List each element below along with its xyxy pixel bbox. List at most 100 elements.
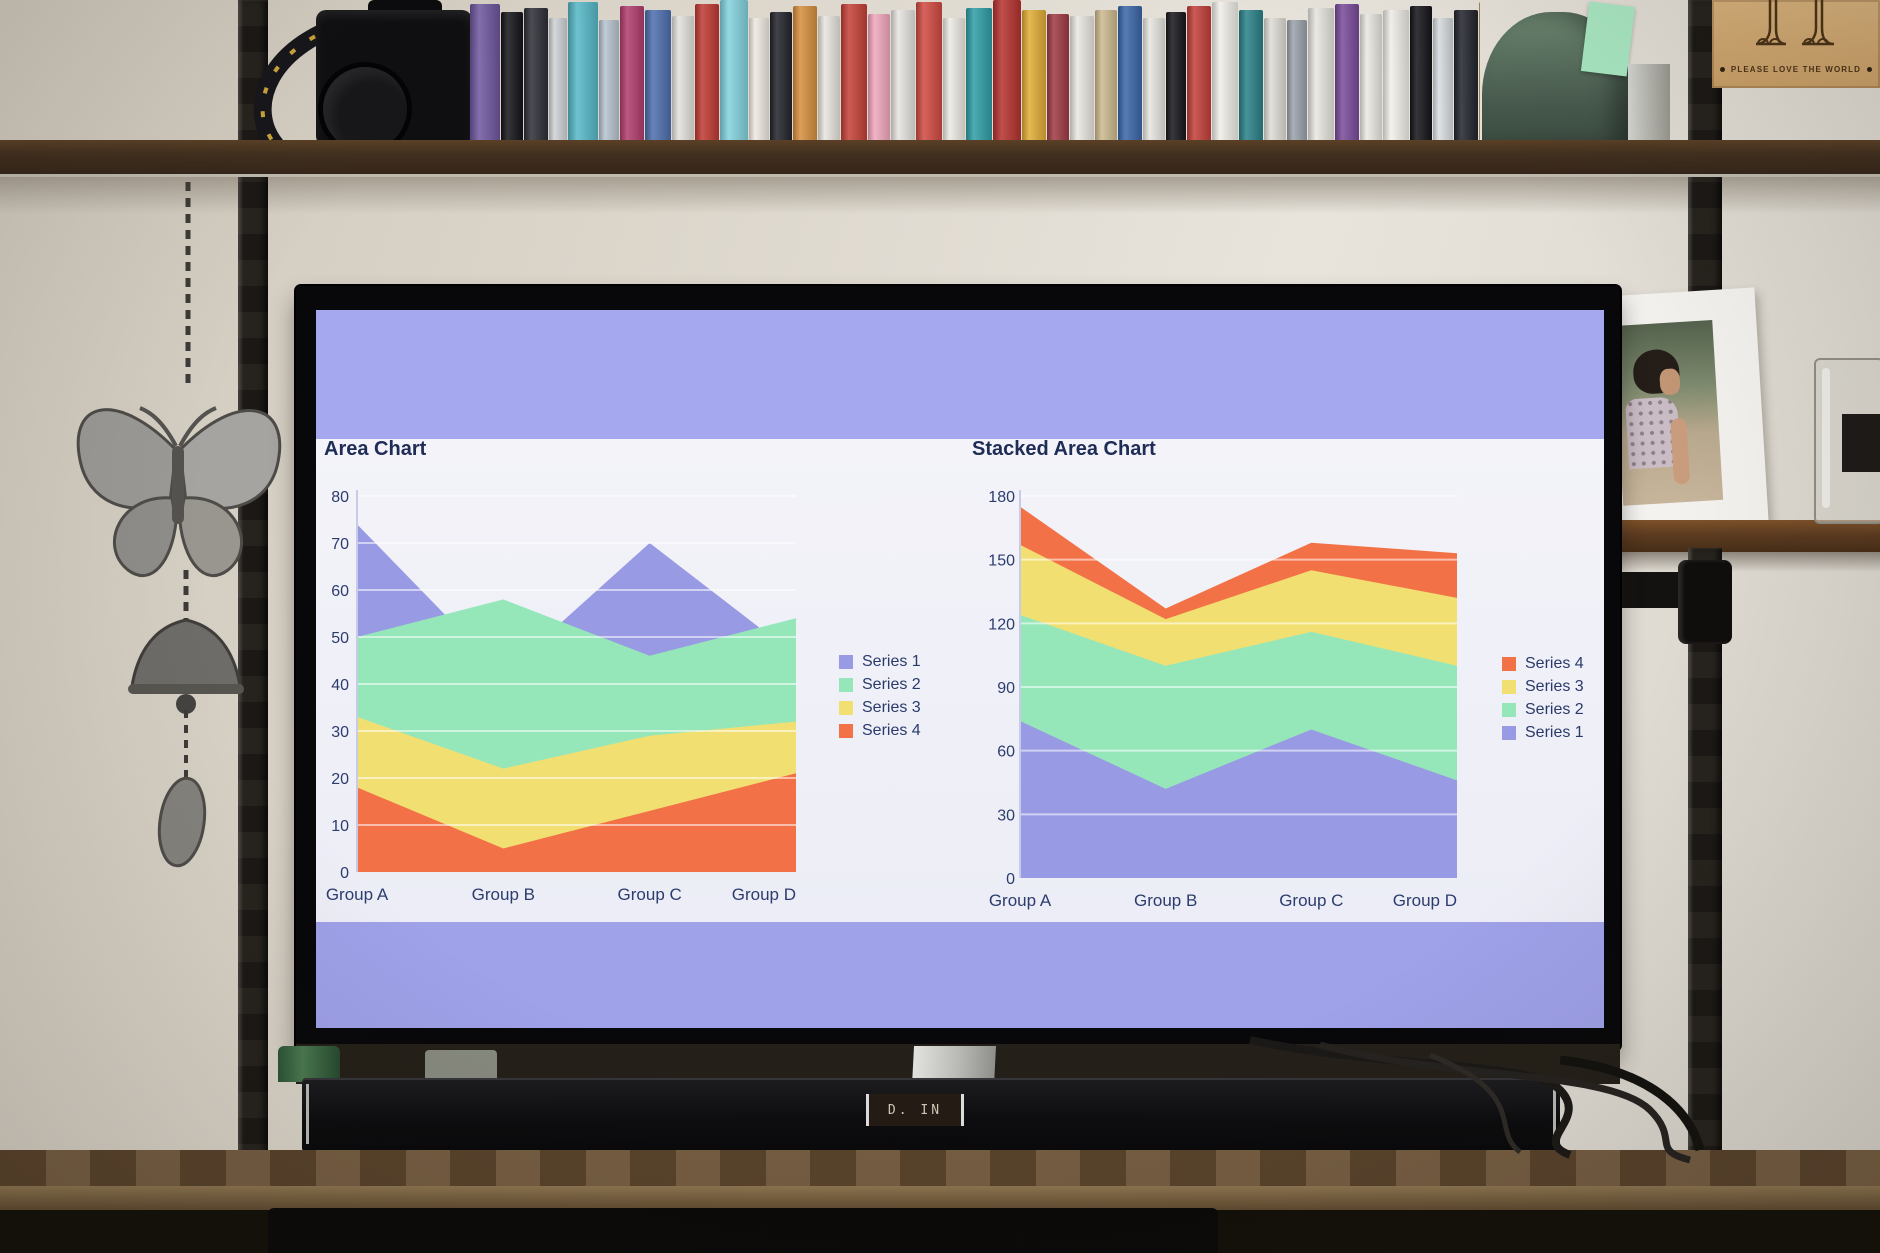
book-spine [770,12,792,150]
stacked-area-chart: 0 30 60 90 120 150 180 Group A Group B Group C Gro… [988,489,1457,910]
x-category-label: Group D [1393,891,1457,910]
legend-item-label: Series 1 [1525,723,1584,741]
book-spine [1118,6,1142,150]
leaf-pendant [157,776,207,868]
book-spine [891,10,915,150]
book-spine [1070,16,1094,150]
photo-of-child [1612,320,1724,506]
butterfly-icon [76,406,282,577]
legend-item: Series 1 [1502,721,1584,744]
charts-canvas: 0 10 20 30 40 50 60 70 80 Group A Group B Group C Gr… [326,489,1457,910]
glass-jar [1814,358,1880,524]
shelf-shadow [0,174,1880,214]
book-spine [1479,2,1480,150]
legend-item: Series 4 [1502,652,1584,675]
dvd-shelf-books [470,0,1480,150]
book-spine [1047,14,1069,150]
book-spine [695,4,719,150]
y-tick-label: 150 [988,553,1015,570]
photo-frame [1596,287,1770,545]
book-spine [672,16,694,150]
left-pipe-pole [238,0,268,1160]
tv-screen: 0 10 20 30 40 50 60 70 80 Group A Group B Group C Gr… [316,310,1604,1028]
book-spine [1143,18,1165,150]
book-spine [749,18,769,150]
soundbar: D. IN [302,1078,1560,1152]
y-tick-label: 40 [331,677,349,694]
y-tick-label: 120 [988,616,1015,633]
book-spine [1308,8,1334,150]
legend-swatch-icon [1502,725,1516,740]
soundbar-end-cap [306,1084,309,1144]
table-surface [0,1150,1880,1186]
stacked-area-chart-legend: Series 4 Series 3 Series 2 Series 1 [1502,652,1584,744]
legend-swatch-icon [839,700,853,715]
screen-bottom-band [316,922,1604,1028]
book-spine [943,18,965,150]
y-tick-label: 20 [331,771,349,788]
y-tick-label: 180 [988,489,1015,506]
legend-swatch-icon [839,654,853,669]
book-spine [1022,10,1046,150]
x-category-label: Group A [989,891,1052,910]
legend-item: Series 4 [839,719,921,742]
right-pipe-pole-lower [1688,548,1722,1160]
metal-object [1628,64,1670,144]
book-spine [793,6,817,150]
book-spine [524,8,548,150]
legend-swatch-icon [839,723,853,738]
sticky-note [1580,1,1636,77]
cables [1249,1036,1705,1164]
pipe-coupling [1678,560,1732,644]
butterfly-wind-chime [76,150,282,868]
book-spine [549,18,567,150]
soundbar-end-cap [1553,1084,1556,1144]
glass-votive [425,1050,497,1082]
x-category-label: Group B [1134,891,1197,910]
book-spine [966,8,992,150]
book-spine [1212,2,1238,150]
book-spine [841,4,867,150]
legend-item: Series 3 [1502,675,1584,698]
x-category-label: Group A [326,885,389,904]
legend-swatch-icon [839,677,853,692]
legend-item-label: Series 2 [1525,700,1584,718]
book-spine [1166,12,1186,150]
screen-top-band [316,310,1604,439]
book-spine [1095,10,1117,150]
x-category-label: Group D [732,885,796,904]
sign-feet-illustration [1755,0,1835,46]
screw-icon [1867,67,1872,72]
book-spine [1239,10,1263,150]
x-category-label: Group C [618,885,682,904]
area-chart: 0 10 20 30 40 50 60 70 80 Group A Group B Group C Gr… [326,489,796,904]
table-front-edge [0,1186,1880,1210]
book-spine [568,2,598,150]
y-tick-label: 80 [331,489,349,506]
y-tick-label: 0 [1006,871,1015,888]
stacked-area-chart-title: Stacked Area Chart [972,438,1156,460]
legend-item: Series 3 [839,696,921,719]
wooden-sign: PLEASE LOVE THE WORLD [1712,0,1880,88]
screw-icon [1720,67,1725,72]
book-spine [1433,18,1453,150]
legend-item: Series 2 [839,673,921,696]
jar-label [1842,414,1880,472]
book-spine [1360,14,1382,150]
series-area-series-1 [1020,720,1457,878]
legend-item: Series 2 [1502,698,1584,721]
legend-item-label: Series 1 [862,652,921,670]
legend-item-label: Series 4 [862,721,921,739]
legend-swatch-icon [1502,679,1516,694]
book-spine [1383,10,1409,150]
legend-item-label: Series 3 [862,698,921,716]
book-spine [1287,20,1307,150]
y-tick-label: 60 [997,744,1015,761]
book-spine [1454,10,1478,150]
area-chart-title: Area Chart [324,438,427,460]
green-bottle [278,1046,340,1082]
legend-swatch-icon [1502,656,1516,671]
legend-item-label: Series 3 [1525,677,1584,695]
y-tick-label: 30 [331,724,349,741]
